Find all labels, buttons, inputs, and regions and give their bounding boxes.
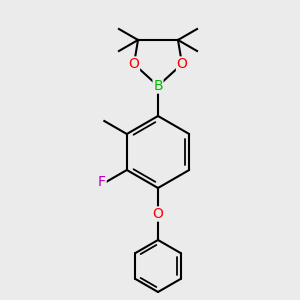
Text: O: O	[129, 57, 140, 71]
Text: F: F	[98, 175, 106, 189]
Text: O: O	[177, 57, 188, 71]
Text: O: O	[153, 207, 164, 221]
Text: B: B	[153, 79, 163, 93]
